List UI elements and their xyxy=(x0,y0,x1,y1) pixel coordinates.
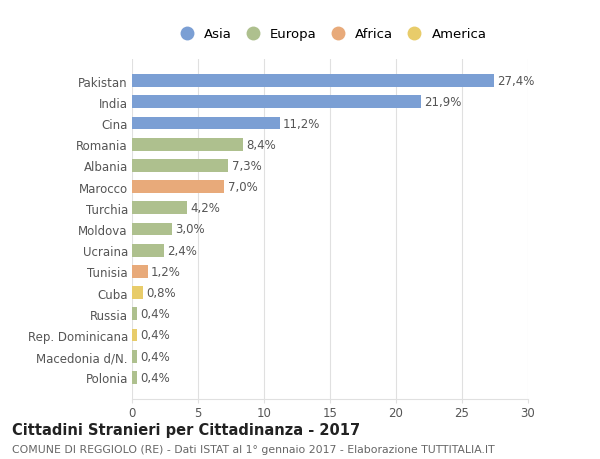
Text: Cittadini Stranieri per Cittadinanza - 2017: Cittadini Stranieri per Cittadinanza - 2… xyxy=(12,422,360,437)
Bar xyxy=(132,265,148,278)
Bar xyxy=(132,329,137,341)
Text: 3,0%: 3,0% xyxy=(175,223,205,236)
Bar xyxy=(132,181,224,194)
Legend: Asia, Europa, Africa, America: Asia, Europa, Africa, America xyxy=(171,26,489,44)
Bar xyxy=(132,160,229,173)
Text: 4,2%: 4,2% xyxy=(191,202,221,215)
Bar xyxy=(132,118,280,130)
Bar xyxy=(132,286,143,299)
Bar xyxy=(132,244,164,257)
Text: 1,2%: 1,2% xyxy=(151,265,181,278)
Text: 2,4%: 2,4% xyxy=(167,244,197,257)
Bar xyxy=(132,75,494,88)
Text: 0,4%: 0,4% xyxy=(140,308,170,320)
Text: 0,4%: 0,4% xyxy=(140,350,170,363)
Bar xyxy=(132,139,243,151)
Text: 7,3%: 7,3% xyxy=(232,160,262,173)
Text: 7,0%: 7,0% xyxy=(228,181,257,194)
Text: 11,2%: 11,2% xyxy=(283,117,320,130)
Text: 27,4%: 27,4% xyxy=(497,75,535,88)
Text: 0,4%: 0,4% xyxy=(140,371,170,384)
Text: 0,8%: 0,8% xyxy=(146,286,175,299)
Bar xyxy=(132,371,137,384)
Bar xyxy=(132,223,172,236)
Bar xyxy=(132,96,421,109)
Text: COMUNE DI REGGIOLO (RE) - Dati ISTAT al 1° gennaio 2017 - Elaborazione TUTTITALI: COMUNE DI REGGIOLO (RE) - Dati ISTAT al … xyxy=(12,444,494,454)
Text: 21,9%: 21,9% xyxy=(424,96,462,109)
Bar xyxy=(132,202,187,215)
Bar xyxy=(132,308,137,320)
Bar xyxy=(132,350,137,363)
Text: 8,4%: 8,4% xyxy=(246,139,276,151)
Text: 0,4%: 0,4% xyxy=(140,329,170,342)
